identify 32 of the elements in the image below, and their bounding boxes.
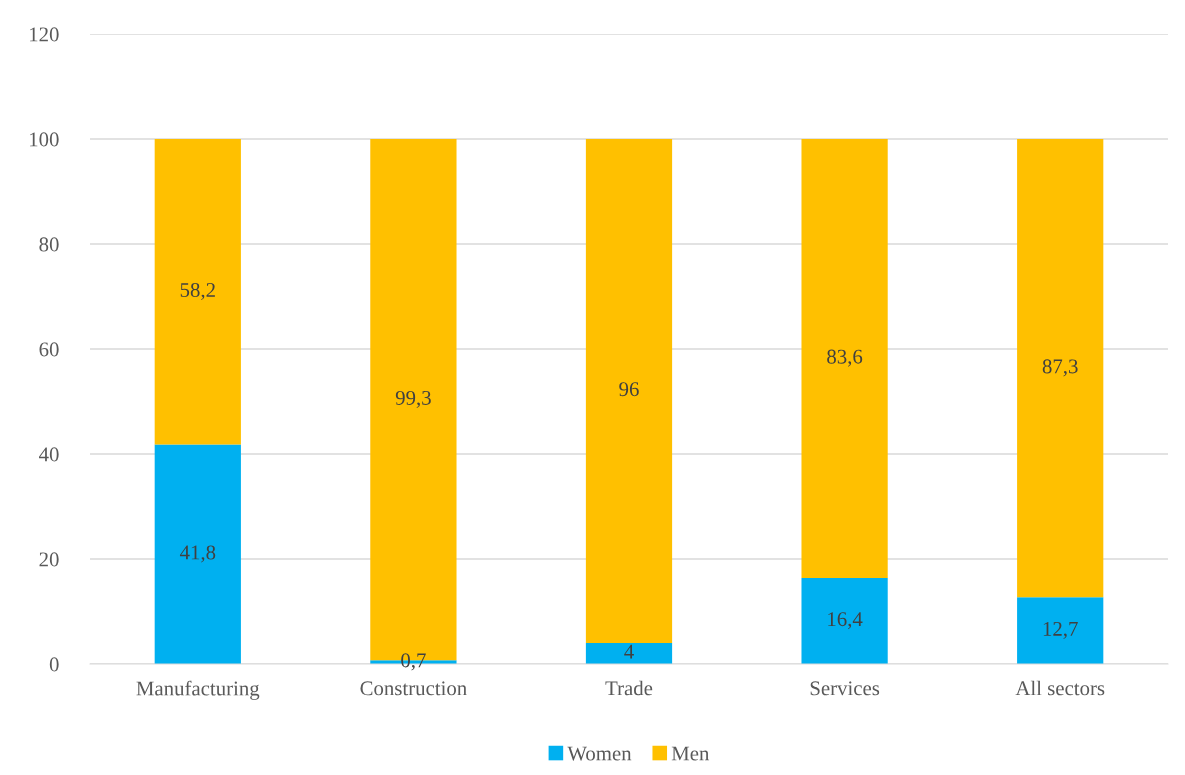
data-label: 0,7 xyxy=(401,653,426,671)
y-tick-label: 0 xyxy=(49,657,59,672)
data-label: 41,8 xyxy=(179,545,216,563)
x-tick-label: All sectors xyxy=(1015,680,1105,696)
bar xyxy=(585,643,673,664)
data-label: 58,2 xyxy=(180,282,215,300)
legend-label: Women xyxy=(567,746,632,761)
y-tick-label: 20 xyxy=(39,552,59,567)
x-tick-label: Services xyxy=(810,681,880,696)
bar xyxy=(1017,597,1104,664)
bar xyxy=(154,444,241,664)
legend-label: Men xyxy=(671,746,710,761)
y-tick-label: 100 xyxy=(30,132,59,147)
data-label: 12,7 xyxy=(1043,621,1078,639)
bar xyxy=(801,139,888,578)
x-tick-label: Manufacturing xyxy=(136,680,260,700)
data-label: 99,3 xyxy=(395,390,431,408)
data-label: 96 xyxy=(619,382,639,397)
x-tick-label: Trade xyxy=(605,680,653,696)
data-label: 4 xyxy=(624,644,634,659)
bar xyxy=(585,139,673,643)
bar xyxy=(154,139,241,445)
data-label: 83,6 xyxy=(827,349,863,367)
y-tick-label: 120 xyxy=(30,27,59,42)
y-tick-label: 40 xyxy=(39,447,59,462)
bar xyxy=(801,577,888,664)
y-tick-label: 80 xyxy=(39,237,59,252)
x-tick-label: Construction xyxy=(360,681,467,696)
y-tick-label: 60 xyxy=(39,342,59,357)
data-label: 16,4 xyxy=(828,612,863,630)
bar xyxy=(1017,139,1104,598)
data-label: 87,3 xyxy=(1042,359,1078,377)
